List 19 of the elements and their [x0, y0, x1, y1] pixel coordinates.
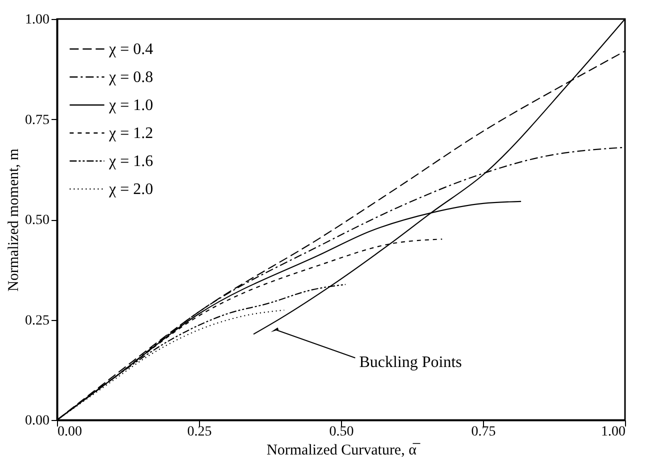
legend-label: χ = 0.4	[108, 41, 154, 58]
legend-label: χ = 1.2	[108, 125, 154, 142]
y-tick-label: 0.50	[25, 213, 50, 228]
y-tick-label: 1.00	[25, 12, 50, 28]
legend-label: χ = 0.8	[108, 69, 154, 86]
y-axis-title: Normalized moment, m	[6, 148, 22, 292]
annotation: Buckling Points	[359, 354, 462, 371]
x-tick-label: 1.00	[601, 424, 626, 440]
legend-label: χ = 1.6	[108, 153, 154, 170]
y-tick-label: 0.75	[25, 112, 50, 128]
x-tick-label: 0.25	[187, 424, 212, 440]
x-tick-label: 0.50	[329, 424, 354, 440]
y-tick-label: 0.00	[25, 414, 50, 428]
legend-label: χ = 1.0	[108, 97, 154, 114]
x-axis-title: Normalized Curvature, α̅	[266, 442, 420, 458]
x-tick-label: 0.00	[58, 424, 82, 440]
y-tick-label: 0.25	[25, 313, 50, 328]
legend-label: χ = 2.0	[108, 181, 154, 198]
x-tick-label: 0.75	[471, 424, 496, 440]
